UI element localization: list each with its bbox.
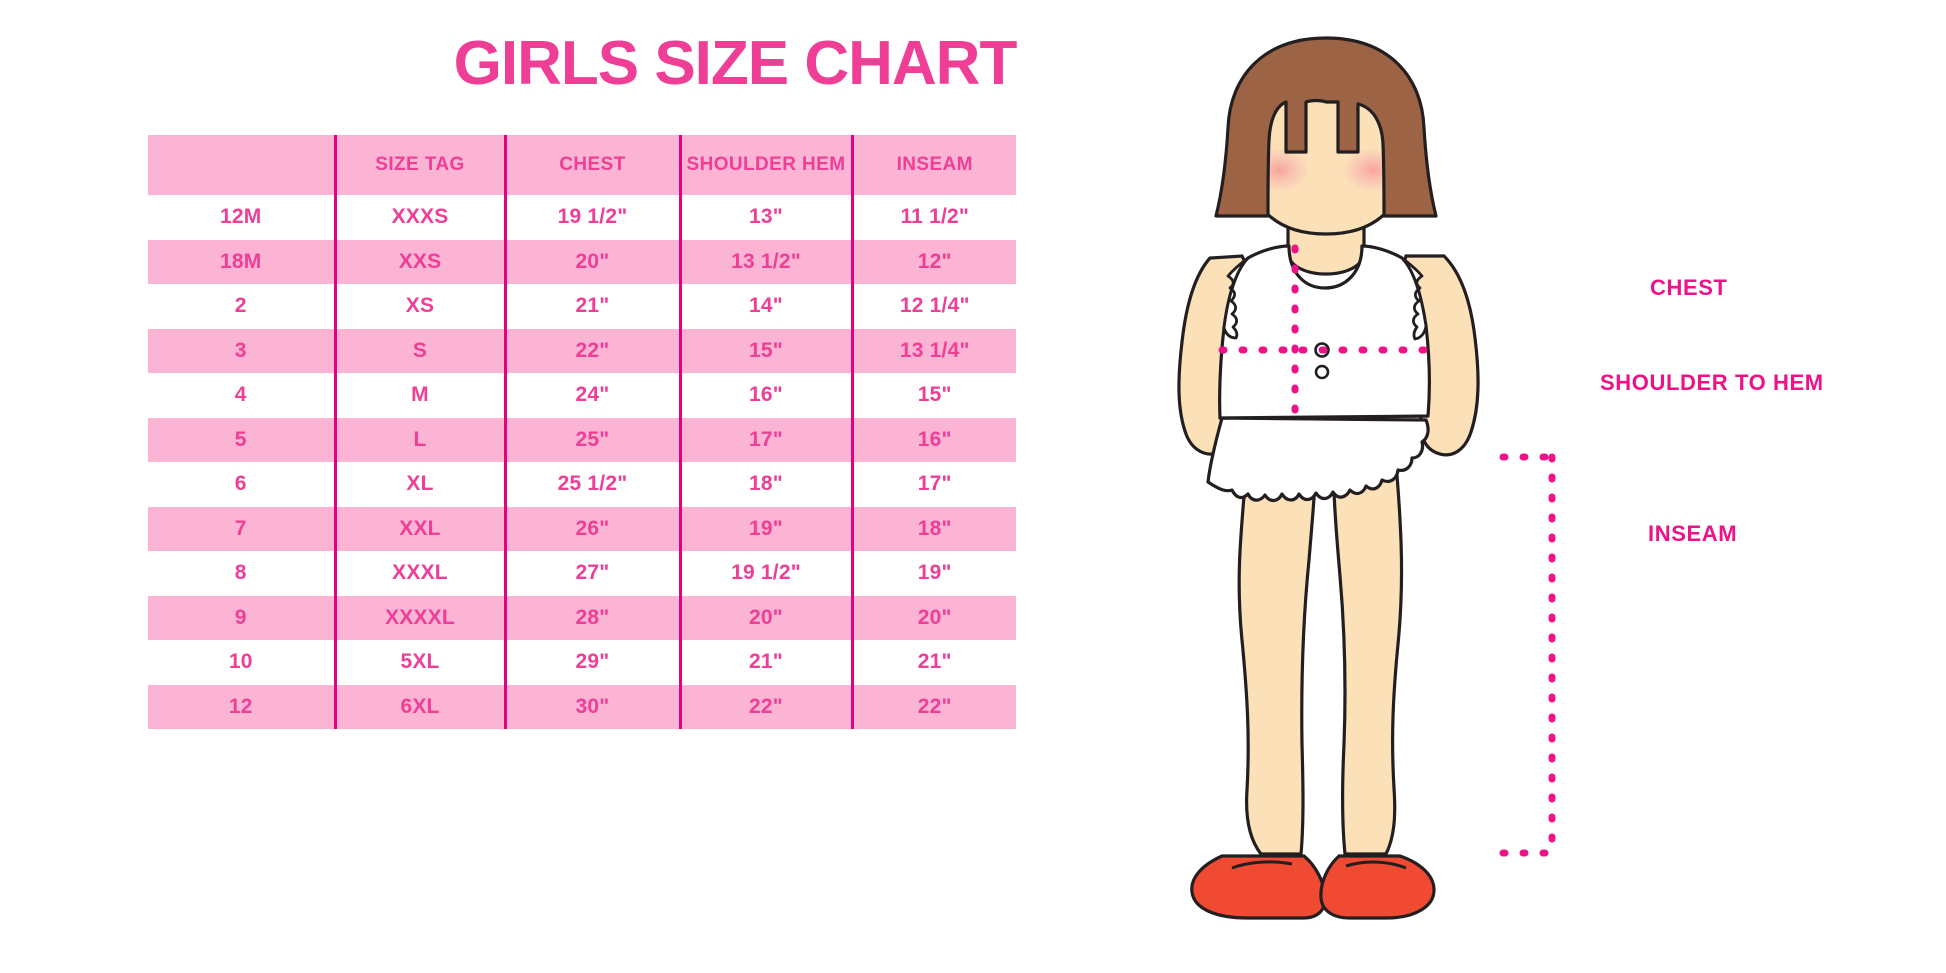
table-row: 10 5XL 29" 21" 21" <box>148 640 1016 685</box>
table-body: 12M XXXS 19 1/2" 13" 11 1/2" 18M XXS 20" 13 1/2"… <box>148 195 1016 729</box>
cell-inseam: 22" <box>850 684 1016 729</box>
cell-chest: 26" <box>503 506 680 551</box>
cell-inseam: 19" <box>850 551 1016 596</box>
top-garment <box>1218 244 1431 420</box>
cell-shoulder-hem: 14" <box>678 284 852 329</box>
cell-inseam: 18" <box>850 506 1016 551</box>
inseam-measure-dotted-bracket <box>1499 453 1559 860</box>
cell-inseam: 11 1/2" <box>850 195 1016 240</box>
table-row: 8 XXXL 27" 19 1/2" 19" <box>148 551 1016 596</box>
cell-shoulder-hem: 13" <box>678 195 852 240</box>
cell-size: 4 <box>148 373 335 418</box>
table-row: 9 XXXXL 28" 20" 20" <box>148 595 1016 640</box>
head-group <box>1214 36 1438 236</box>
cell-shoulder-hem: 22" <box>678 684 852 729</box>
cell-shoulder-hem: 18" <box>678 462 852 507</box>
column-header-size <box>148 135 335 195</box>
cell-chest: 28" <box>503 595 680 640</box>
table-row: 2 XS 21" 14" 12 1/4" <box>148 284 1016 329</box>
table-row: 12M XXXS 19 1/2" 13" 11 1/2" <box>148 195 1016 240</box>
cell-shoulder-hem: 16" <box>678 373 852 418</box>
cell-shoulder-hem: 15" <box>678 328 852 373</box>
callout-label-shoulder-to-hem: SHOULDER TO HEM <box>1600 370 1824 395</box>
cell-chest: 29" <box>503 640 680 685</box>
cell-size-tag: XXL <box>333 506 505 551</box>
column-header-chest: CHEST <box>503 135 680 195</box>
girl-illustration <box>1090 20 1650 930</box>
cell-shoulder-hem: 21" <box>678 640 852 685</box>
table-row: 18M XXS 20" 13 1/2" 12" <box>148 239 1016 284</box>
cell-size: 10 <box>148 640 335 685</box>
cell-inseam: 15" <box>850 373 1016 418</box>
cell-inseam: 12 1/4" <box>850 284 1016 329</box>
cell-size: 3 <box>148 328 335 373</box>
size-chart-table-container: SIZE TAG CHEST SHOULDER HEM INSEAM 12M XX… <box>148 135 1016 729</box>
cell-shoulder-hem: 19" <box>678 506 852 551</box>
cell-size: 18M <box>148 239 335 284</box>
cell-shoulder-hem: 13 1/2" <box>678 239 852 284</box>
cell-size-tag: XXS <box>333 239 505 284</box>
cell-inseam: 17" <box>850 462 1016 507</box>
table-header: SIZE TAG CHEST SHOULDER HEM INSEAM <box>148 135 1016 195</box>
cell-size-tag: XXXS <box>333 195 505 240</box>
cell-chest: 24" <box>503 373 680 418</box>
page-title: GIRLS SIZE CHART <box>453 29 1018 98</box>
table-row: 7 XXL 26" 19" 18" <box>148 506 1016 551</box>
cell-size-tag: XS <box>333 284 505 329</box>
shoes-group <box>1190 854 1436 920</box>
button-lower <box>1314 364 1330 380</box>
table-row: 6 XL 25 1/2" 18" 17" <box>148 462 1016 507</box>
legs-group <box>1237 448 1404 856</box>
cell-chest: 19 1/2" <box>503 195 680 240</box>
table-header-row: SIZE TAG CHEST SHOULDER HEM INSEAM <box>148 135 1016 195</box>
cell-size: 8 <box>148 551 335 596</box>
cell-size-tag: 6XL <box>333 684 505 729</box>
callout-label-inseam: INSEAM <box>1648 521 1738 546</box>
cell-shoulder-hem: 17" <box>678 417 852 462</box>
cell-size: 7 <box>148 506 335 551</box>
cell-inseam: 16" <box>850 417 1016 462</box>
size-chart-table: SIZE TAG CHEST SHOULDER HEM INSEAM 12M XX… <box>148 135 1016 729</box>
cell-chest: 30" <box>503 684 680 729</box>
table-row: 4 M 24" 16" 15" <box>148 373 1016 418</box>
cell-inseam: 21" <box>850 640 1016 685</box>
cell-shoulder-hem: 20" <box>678 595 852 640</box>
cell-size-tag: M <box>333 373 505 418</box>
cell-size: 12 <box>148 684 335 729</box>
girl-illustration-svg <box>1177 36 1559 920</box>
callout-label-chest: CHEST <box>1650 275 1728 300</box>
cell-size-tag: S <box>333 328 505 373</box>
cell-inseam: 12" <box>850 239 1016 284</box>
cell-chest: 27" <box>503 551 680 596</box>
table-row: 12 6XL 30" 22" 22" <box>148 684 1016 729</box>
cell-chest: 21" <box>503 284 680 329</box>
cell-size: 12M <box>148 195 335 240</box>
cell-shoulder-hem: 19 1/2" <box>678 551 852 596</box>
cell-size-tag: 5XL <box>333 640 505 685</box>
cell-size: 2 <box>148 284 335 329</box>
table-row: 5 L 25" 17" 16" <box>148 417 1016 462</box>
cell-size-tag: XXXXL <box>333 595 505 640</box>
cell-size: 9 <box>148 595 335 640</box>
cell-size: 5 <box>148 417 335 462</box>
table-row: 3 S 22" 15" 13 1/4" <box>148 328 1016 373</box>
cell-size-tag: XL <box>333 462 505 507</box>
cell-chest: 22" <box>503 328 680 373</box>
cell-size-tag: XXXL <box>333 551 505 596</box>
column-header-size-tag: SIZE TAG <box>333 135 505 195</box>
cell-size-tag: L <box>333 417 505 462</box>
cell-chest: 25" <box>503 417 680 462</box>
column-header-shoulder-hem: SHOULDER HEM <box>678 135 852 195</box>
cell-size: 6 <box>148 462 335 507</box>
cell-chest: 25 1/2" <box>503 462 680 507</box>
column-header-inseam: INSEAM <box>850 135 1016 195</box>
cell-chest: 20" <box>503 239 680 284</box>
cell-inseam: 20" <box>850 595 1016 640</box>
cell-inseam: 13 1/4" <box>850 328 1016 373</box>
